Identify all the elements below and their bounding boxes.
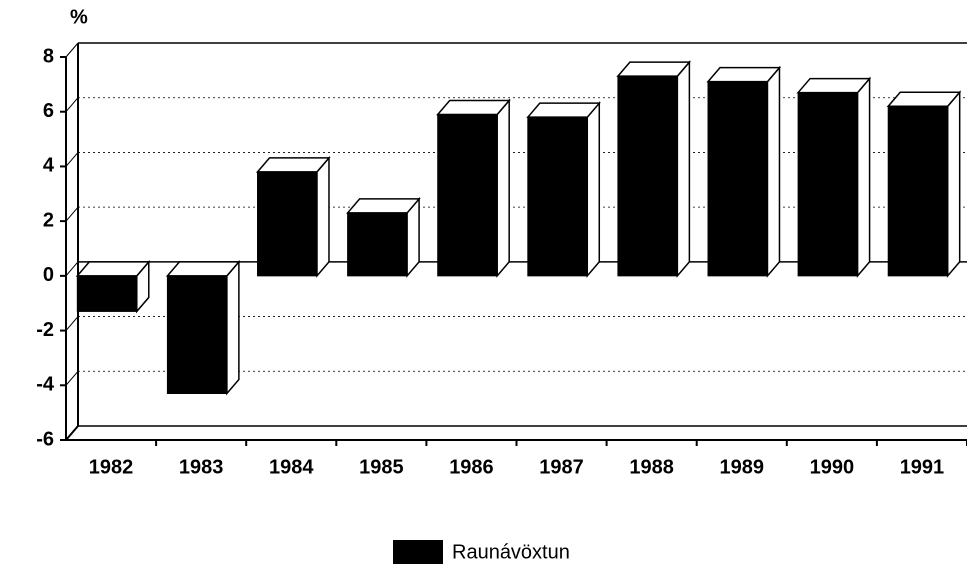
- tick-mark: [65, 97, 79, 113]
- tick-mark: [65, 42, 79, 58]
- y-axis-label: %: [70, 6, 88, 28]
- tick-mark: [65, 370, 79, 386]
- x-tick-label: 1988: [629, 456, 674, 478]
- bar-top: [345, 198, 421, 214]
- bar-side: [316, 155, 330, 278]
- bar-top: [526, 102, 601, 118]
- bar: [347, 212, 408, 277]
- x-tick-label: 1983: [179, 456, 224, 478]
- bar-top: [616, 61, 692, 77]
- bar-top: [706, 66, 782, 83]
- x-tick-label: 1984: [269, 456, 314, 478]
- y-tick-label: 6: [43, 100, 54, 122]
- y-tick-label: -2: [36, 319, 54, 341]
- bar-side: [766, 65, 781, 278]
- bar-top: [886, 91, 962, 107]
- x-tick-label: 1987: [539, 456, 584, 478]
- x-tick-label: 1985: [359, 456, 404, 478]
- bar-side: [586, 101, 601, 278]
- bar-side: [226, 259, 240, 396]
- x-tick-label: 1991: [900, 456, 945, 478]
- bar-side: [946, 90, 961, 278]
- bar: [527, 116, 588, 277]
- bar: [707, 81, 768, 277]
- bar: [76, 275, 138, 312]
- tick-mark: [65, 206, 79, 222]
- y-tick-label: -6: [36, 428, 54, 450]
- bar: [797, 92, 859, 277]
- bar: [437, 113, 498, 277]
- bar-side: [856, 76, 871, 278]
- bar-top: [75, 261, 151, 277]
- x-tick-label: 1982: [89, 456, 134, 478]
- bar-side: [496, 98, 510, 278]
- bar-top: [165, 261, 241, 277]
- bar-top: [436, 99, 511, 116]
- bar-top: [255, 157, 331, 173]
- bar-side: [676, 60, 691, 278]
- legend-label: Raunávöxtun: [452, 541, 570, 563]
- y-tick-label: 4: [43, 155, 55, 177]
- tick-mark: [65, 152, 79, 167]
- bar-top: [796, 77, 872, 94]
- bar: [617, 75, 678, 277]
- y-tick-label: 8: [43, 45, 54, 67]
- x-tick-label: 1986: [449, 456, 494, 478]
- tick-mark: [65, 316, 79, 331]
- legend-swatch: [393, 540, 443, 564]
- tick-mark: [65, 261, 79, 277]
- bar: [166, 275, 228, 394]
- bar: [887, 105, 949, 277]
- x-tick-label: 1989: [720, 456, 765, 478]
- y-tick-label: 0: [43, 264, 54, 286]
- x-tick-label: 1990: [810, 456, 855, 478]
- y-tick-label: 2: [43, 209, 54, 231]
- y-tick-label: -4: [36, 374, 55, 396]
- tick-mark: [65, 425, 79, 441]
- bar: [257, 171, 318, 277]
